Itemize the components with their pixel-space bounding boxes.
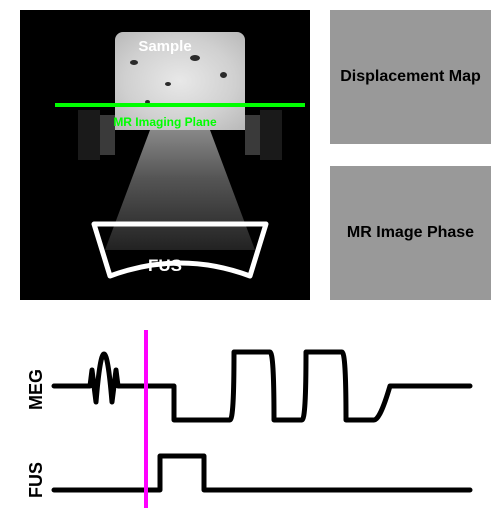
imaging-plane-label: MR Imaging Plane <box>20 115 310 129</box>
displacement-map-box: Displacement Map <box>330 10 491 144</box>
ultrasound-cone <box>105 130 255 250</box>
meg-axis-label: MEG <box>26 369 47 410</box>
sample-panel: Sample MR Imaging Plane FUS <box>20 10 310 300</box>
speckle <box>130 60 138 65</box>
speckle <box>190 55 200 61</box>
speckle <box>220 72 227 78</box>
mr-image-phase-box: MR Image Phase <box>330 166 491 300</box>
speckle <box>165 82 171 86</box>
sample-label: Sample <box>20 38 310 55</box>
time-marker <box>144 330 148 508</box>
timing-diagram: MEG FUS <box>20 330 480 510</box>
mr-image-phase-label: MR Image Phase <box>347 223 474 243</box>
fus-label: FUS <box>20 256 310 276</box>
fus-axis-label: FUS <box>26 462 47 498</box>
timing-svg <box>20 330 480 510</box>
displacement-map-label: Displacement Map <box>340 67 480 87</box>
imaging-plane-line <box>55 103 305 107</box>
